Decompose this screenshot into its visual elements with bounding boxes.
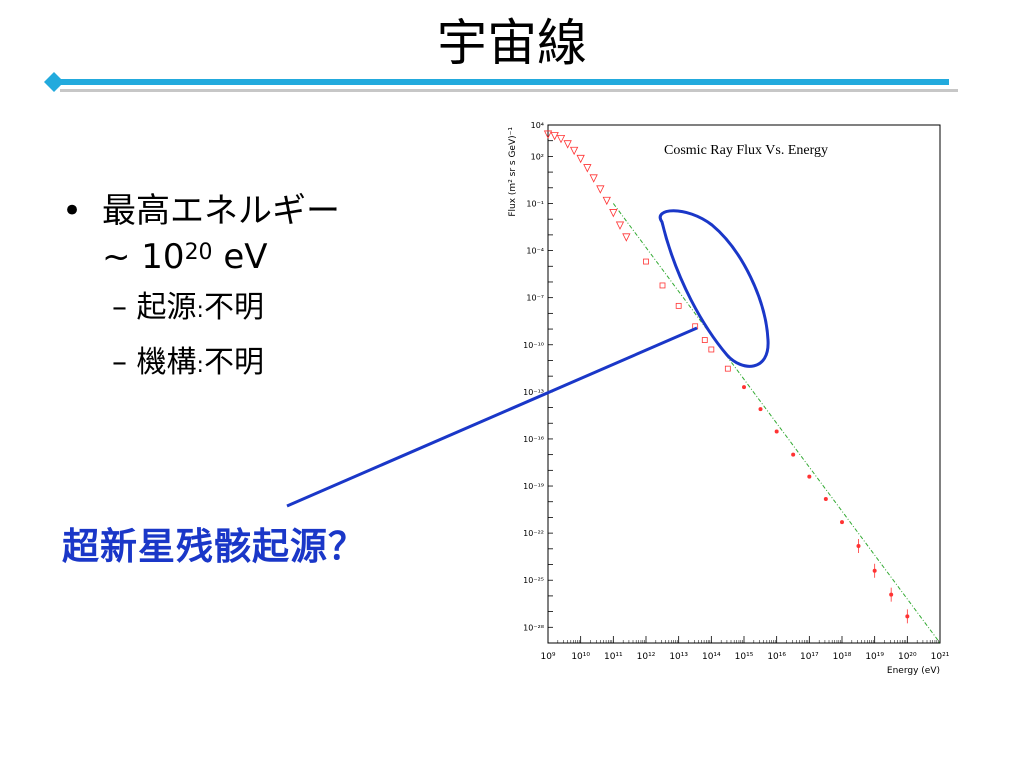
data-point	[615, 221, 625, 230]
x-tick-label: 10¹⁹	[865, 652, 884, 662]
x-tick-label: 10¹⁷	[800, 652, 819, 662]
y-tick-label: 10⁻¹	[526, 199, 544, 208]
data-point	[807, 474, 812, 479]
data-point	[576, 154, 585, 164]
bullet-text: 最高エネルギー	[102, 191, 340, 231]
data-point	[543, 130, 553, 139]
x-tick-label: 10¹⁰	[571, 652, 590, 662]
x-tick-label: 10²¹	[931, 652, 950, 662]
sub-bullet-mechanism: – 機構:不明	[62, 343, 340, 386]
data-point	[556, 135, 566, 144]
data-point	[643, 258, 649, 265]
y-axis-label: Flux (m² sr s GeV)⁻¹	[508, 127, 518, 217]
data-point	[791, 452, 796, 457]
data-point	[708, 346, 715, 353]
data-point	[609, 209, 618, 218]
y-tick-label: 10⁻²²	[523, 529, 544, 538]
data-point	[569, 146, 579, 156]
data-point	[622, 233, 631, 242]
x-tick-label: 10¹¹	[604, 652, 623, 662]
data-point	[602, 196, 611, 206]
sub-bullet-label: 機構	[136, 345, 197, 380]
y-tick-label: 10⁻¹⁰	[523, 341, 544, 350]
data-point	[701, 337, 708, 343]
bullet-dot-icon: •	[62, 191, 83, 231]
x-tick-label: 10¹⁶	[767, 652, 786, 662]
y-tick-label: 10⁻²⁸	[523, 623, 544, 632]
data-point	[659, 282, 666, 289]
x-tick-label: 10¹⁴	[702, 652, 721, 662]
data-point	[550, 132, 559, 141]
slide-title: 宇宙線	[437, 14, 587, 72]
sub-bullet-origin: – 起源:不明	[62, 288, 340, 331]
y-tick-label: 10⁴	[531, 121, 544, 130]
plot-frame	[547, 124, 941, 644]
data-point	[742, 385, 746, 390]
bullet-value: ~ 1020 eV	[102, 234, 340, 280]
data-point	[774, 429, 779, 434]
title-divider	[44, 72, 958, 92]
sub-bullet-colon: :	[196, 298, 204, 323]
callout-text: 超新星残骸起源？	[62, 525, 366, 568]
y-tick-label: 10⁻¹⁶	[523, 435, 544, 444]
y-tick-label: 10⁻⁷	[526, 294, 544, 303]
bullet-value-exponent: 20	[184, 240, 213, 265]
y-tick-label: 10²	[531, 152, 544, 161]
x-tick-label: 10²⁰	[898, 652, 917, 662]
chart-title: Cosmic Ray Flux Vs. Energy	[664, 143, 828, 158]
y-tick-label: 10⁻¹⁹	[523, 482, 544, 491]
sub-bullet-dash: –	[112, 345, 127, 380]
bullet-value-base: ~ 10	[102, 237, 185, 277]
sub-bullet-dash: –	[112, 290, 127, 325]
sub-bullet-value: 不明	[203, 290, 264, 325]
data-point	[596, 185, 605, 194]
sub-bullet-colon: :	[196, 353, 204, 378]
x-tick-label: 10¹⁸	[833, 652, 852, 662]
data-point	[563, 140, 572, 149]
x-tick-label: 10¹³	[669, 652, 688, 662]
x-tick-label: 10⁹	[540, 652, 555, 662]
data-point	[589, 174, 598, 183]
data-point	[583, 164, 592, 173]
sub-bullet-label: 起源	[136, 290, 197, 325]
data-point	[692, 323, 699, 330]
data-point	[840, 520, 844, 525]
y-tick-label: 10⁻²⁵	[523, 576, 544, 585]
bullet-value-unit: eV	[212, 237, 268, 277]
bullet-item-max-energy: • 最高エネルギー ~ 1020 eV	[62, 188, 340, 280]
x-tick-label: 10¹²	[637, 652, 656, 662]
rule-bar	[54, 79, 949, 85]
sub-bullet-value: 不明	[203, 345, 264, 380]
data-point	[823, 496, 828, 501]
data-point	[675, 302, 682, 309]
y-tick-label: 10⁻¹³	[523, 388, 544, 397]
y-tick-label: 10⁻⁴	[526, 247, 544, 256]
data-point	[724, 365, 731, 372]
rule-shadow	[60, 89, 958, 92]
fit-line	[612, 203, 941, 644]
x-tick-label: 10¹⁵	[735, 652, 754, 662]
bullet-list: • 最高エネルギー ~ 1020 eV – 起源:不明 – 機構:不明	[62, 188, 340, 386]
data-point	[758, 407, 763, 412]
x-axis-label: Energy (eV)	[887, 666, 940, 676]
